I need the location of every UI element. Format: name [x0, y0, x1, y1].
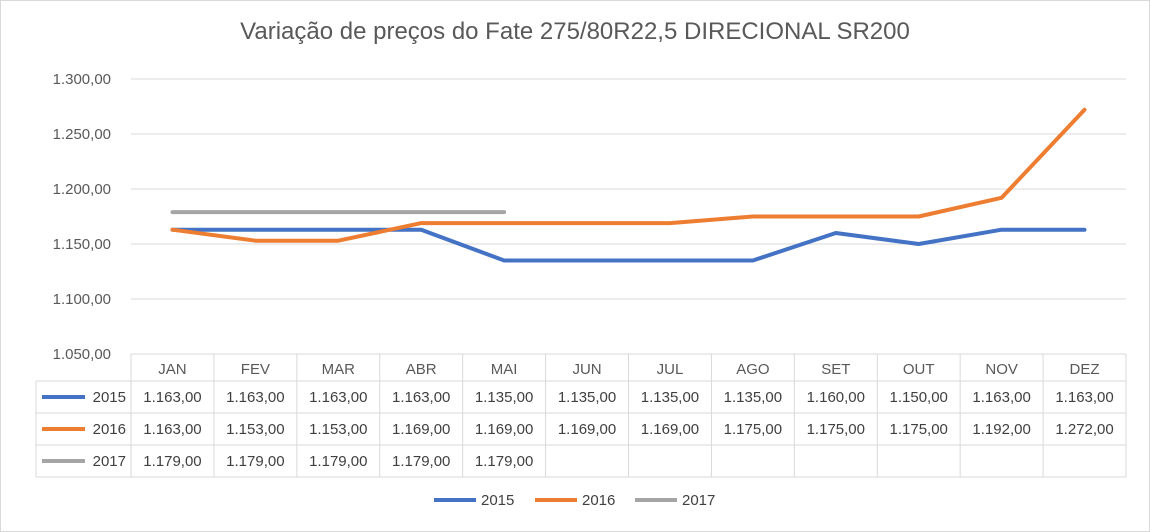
series-line-2016 [170, 107, 1087, 243]
legend-label: 2016 [582, 492, 615, 509]
legend-label: 2015 [481, 492, 514, 509]
table-cell-value: 1.169,00 [641, 421, 699, 438]
series-line-2015 [170, 227, 1087, 263]
table-cell-value: 1.153,00 [226, 421, 284, 438]
chart-title: Variação de preços do Fate 275/80R22,5 D… [240, 18, 910, 45]
table-series-name: 2017 [93, 453, 126, 470]
x-category-label: ABR [406, 361, 437, 378]
y-tick-label: 1.150,00 [53, 236, 111, 253]
y-tick-label: 1.050,00 [53, 346, 111, 363]
x-category-label: MAR [322, 361, 356, 378]
x-category-label: JUN [572, 361, 601, 378]
table-cell-value: 1.179,00 [309, 453, 367, 470]
table-cell-value: 1.163,00 [143, 421, 201, 438]
table-cell-value: 1.169,00 [392, 421, 450, 438]
x-category-label: MAI [491, 361, 518, 378]
table-cell-value: 1.160,00 [807, 389, 865, 406]
table-cell-value: 1.272,00 [1055, 421, 1113, 438]
y-tick-label: 1.250,00 [53, 126, 111, 143]
table-cell-value: 1.163,00 [1055, 389, 1113, 406]
table-series-name: 2015 [93, 389, 126, 406]
table-cell-value: 1.175,00 [724, 421, 782, 438]
table-cell-value: 1.179,00 [392, 453, 450, 470]
table-series-name: 2016 [93, 421, 126, 438]
y-tick-label: 1.200,00 [53, 181, 111, 198]
table-cell-value: 1.135,00 [475, 389, 533, 406]
legend-label: 2017 [682, 492, 715, 509]
table-cell-value: 1.163,00 [143, 389, 201, 406]
table-cell-value: 1.163,00 [226, 389, 284, 406]
table-cell-value: 1.150,00 [890, 389, 948, 406]
x-category-label: OUT [903, 361, 935, 378]
x-category-label: SET [821, 361, 850, 378]
x-category-label: JAN [158, 361, 186, 378]
y-tick-label: 1.300,00 [53, 71, 111, 88]
table-cell-value: 1.179,00 [143, 453, 201, 470]
table-cell-value: 1.135,00 [724, 389, 782, 406]
x-category-label: DEZ [1070, 361, 1100, 378]
table-cell-value: 1.135,00 [558, 389, 616, 406]
table-cell-value: 1.163,00 [392, 389, 450, 406]
x-category-label: JUL [657, 361, 684, 378]
table-cell-value: 1.175,00 [890, 421, 948, 438]
table-cell-value: 1.175,00 [807, 421, 865, 438]
table-cell-value: 1.179,00 [475, 453, 533, 470]
table-cell-value: 1.153,00 [309, 421, 367, 438]
table-cell-value: 1.179,00 [226, 453, 284, 470]
table-cell-value: 1.163,00 [309, 389, 367, 406]
x-category-label: AGO [736, 361, 769, 378]
x-category-label: FEV [241, 361, 270, 378]
table-cell-value: 1.135,00 [641, 389, 699, 406]
table-cell-value: 1.163,00 [972, 389, 1030, 406]
table-cell-value: 1.192,00 [972, 421, 1030, 438]
x-category-label: NOV [985, 361, 1018, 378]
table-cell-value: 1.169,00 [475, 421, 533, 438]
table-cell-value: 1.169,00 [558, 421, 616, 438]
y-tick-label: 1.100,00 [53, 291, 111, 308]
